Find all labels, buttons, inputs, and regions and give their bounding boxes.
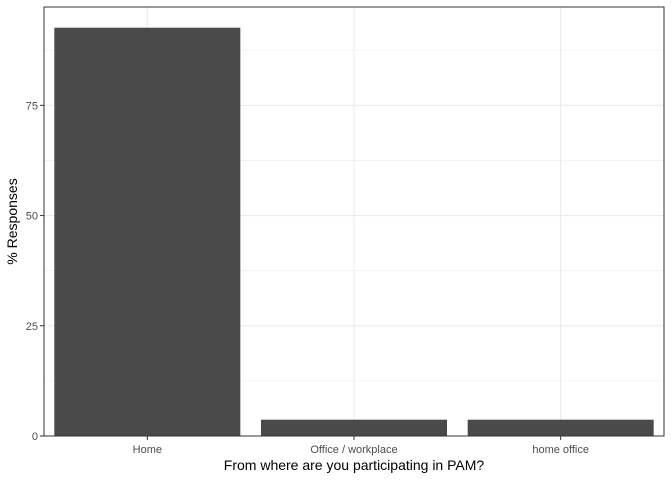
y-axis-ticks: 0 25 50 75 (26, 100, 44, 443)
bar-home-office (467, 419, 654, 436)
x-tick-label: home office (532, 444, 589, 456)
bar-home (54, 27, 241, 437)
y-tick-label: 50 (26, 211, 38, 223)
x-tick-label: Office / workplace (310, 444, 397, 456)
y-axis-title: % Responses (4, 178, 20, 264)
x-axis-title: From where are you participating in PAM? (224, 457, 485, 473)
bars (54, 27, 654, 437)
y-tick-label: 75 (26, 100, 38, 112)
bar-office-workplace (261, 419, 447, 436)
x-axis-ticks: Home Office / workplace home office (133, 436, 589, 456)
y-tick-label: 25 (26, 321, 38, 333)
y-tick-label: 0 (32, 431, 38, 443)
x-tick-label: Home (133, 444, 162, 456)
